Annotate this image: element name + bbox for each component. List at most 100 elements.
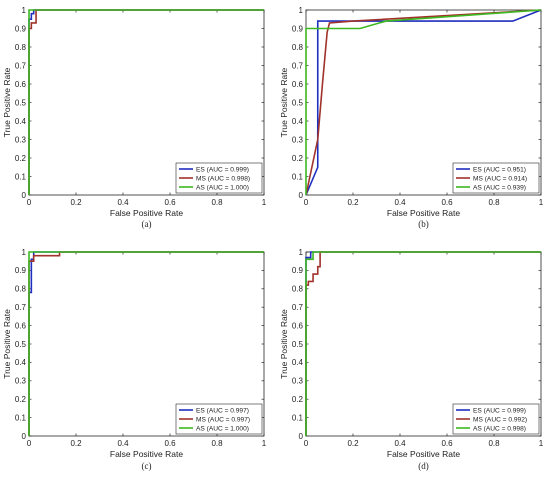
y-tick-label: 0.6 bbox=[292, 80, 304, 89]
x-tick-label: 0.8 bbox=[211, 198, 223, 207]
y-axis-label: True Positive Rate bbox=[279, 67, 289, 137]
y-tick-label: 0.3 bbox=[15, 135, 27, 144]
legend-entry: AS (AUC = 1.000) bbox=[196, 425, 249, 432]
y-tick-label: 0.9 bbox=[15, 266, 27, 275]
legend-entry: MS (AUC = 0.992) bbox=[473, 416, 527, 423]
y-tick-label: 0.8 bbox=[15, 285, 27, 294]
y-tick-label: 0.1 bbox=[292, 413, 304, 422]
legend-entry: AS (AUC = 1.000) bbox=[196, 184, 249, 191]
roc-curve-as bbox=[305, 9, 542, 195]
y-tick-label: 0.9 bbox=[292, 266, 304, 275]
y-tick-label: 0.1 bbox=[15, 413, 27, 422]
x-tick-label: 1 bbox=[539, 198, 544, 207]
x-tick-label: 0.2 bbox=[347, 198, 359, 207]
x-tick-label: 0.6 bbox=[164, 439, 176, 448]
roc-curve-ms bbox=[305, 9, 542, 196]
y-tick-label: 0.5 bbox=[292, 98, 304, 107]
x-tick-label: 0 bbox=[304, 439, 309, 448]
y-tick-label: 0.3 bbox=[292, 377, 304, 386]
y-tick-label: 0.2 bbox=[15, 395, 27, 404]
x-tick-label: 0.2 bbox=[70, 439, 82, 448]
roc-curve-ms bbox=[305, 251, 541, 436]
y-tick-label: 0.5 bbox=[15, 340, 27, 349]
x-tick-label: 1 bbox=[262, 439, 267, 448]
x-tick-label: 0.4 bbox=[117, 198, 129, 207]
legend-entry: MS (AUC = 0.997) bbox=[196, 416, 250, 423]
x-tick-label: 0 bbox=[27, 198, 32, 207]
y-tick-label: 0.7 bbox=[292, 303, 304, 312]
y-tick-label: 0.4 bbox=[15, 117, 27, 126]
legend-entry: ES (AUC = 0.999) bbox=[473, 407, 526, 414]
y-tick-label: 1 bbox=[22, 6, 27, 15]
y-tick-label: 0.8 bbox=[292, 43, 304, 52]
legend-entry: ES (AUC = 0.999) bbox=[196, 166, 249, 173]
panel-caption: (a) bbox=[142, 219, 152, 229]
legend-entry: ES (AUC = 0.951) bbox=[473, 166, 526, 173]
x-tick-label: 0.6 bbox=[441, 198, 453, 207]
x-tick-label: 0.4 bbox=[394, 439, 406, 448]
y-tick-label: 0.4 bbox=[292, 358, 304, 367]
roc-panel-d: 0 0.1 0.2 0.3 0.4 0.5 0.6 0.7 0.8 0.9 1 0 0.2 0.4 0.6 0… bbox=[279, 248, 544, 471]
y-tick-label: 0.6 bbox=[15, 321, 27, 330]
y-tick-label: 0.7 bbox=[15, 61, 27, 70]
x-tick-label: 0.8 bbox=[488, 439, 500, 448]
x-tick-label: 0.8 bbox=[211, 439, 223, 448]
panel-caption: (c) bbox=[142, 461, 152, 471]
x-tick-label: 1 bbox=[262, 198, 267, 207]
y-tick-label: 0.6 bbox=[15, 80, 27, 89]
y-axis-label: True Positive Rate bbox=[2, 309, 12, 379]
x-tick-label: 1 bbox=[539, 439, 544, 448]
x-axis-label: False Positive Rate bbox=[387, 449, 460, 459]
y-tick-label: 0.5 bbox=[292, 340, 304, 349]
legend-entry: AS (AUC = 0.998) bbox=[473, 425, 526, 432]
y-tick-label: 0.3 bbox=[15, 377, 27, 386]
y-tick-label: 0.7 bbox=[15, 303, 27, 312]
y-tick-label: 0.2 bbox=[292, 395, 304, 404]
panel-caption: (d) bbox=[418, 461, 429, 471]
x-tick-label: 0 bbox=[304, 198, 309, 207]
y-tick-label: 0.6 bbox=[292, 321, 304, 330]
y-tick-label: 0 bbox=[22, 191, 27, 200]
y-tick-label: 0.5 bbox=[15, 98, 27, 107]
y-tick-label: 0.9 bbox=[292, 24, 304, 33]
legend: ES (AUC = 0.951) MS (AUC = 0.914) AS (AUC … bbox=[452, 162, 540, 194]
roc-panel-a: 0 0.1 0.2 0.3 0.4 0.5 0.6 0.7 0.8 0.9 1 0 0.2 0.4 0.6 0… bbox=[2, 6, 267, 229]
x-axis-label: False Positive Rate bbox=[110, 208, 183, 218]
roc-curve-as bbox=[28, 9, 264, 195]
y-tick-label: 0.4 bbox=[292, 117, 304, 126]
x-tick-label: 0.2 bbox=[347, 439, 359, 448]
x-tick-label: 0 bbox=[27, 439, 32, 448]
x-axis-label: False Positive Rate bbox=[387, 208, 460, 218]
roc-panel-c: 0 0.1 0.2 0.3 0.4 0.5 0.6 0.7 0.8 0.9 1 0 0.2 0.4 0.6 0… bbox=[2, 248, 267, 471]
legend: ES (AUC = 0.999) MS (AUC = 0.992) AS (AUC … bbox=[452, 403, 540, 435]
x-tick-label: 0.4 bbox=[394, 198, 406, 207]
y-tick-label: 0.4 bbox=[15, 358, 27, 367]
roc-curve-es bbox=[305, 9, 542, 196]
y-tick-label: 0.7 bbox=[292, 61, 304, 70]
roc-panel-b: 0 0.1 0.2 0.3 0.4 0.5 0.6 0.7 0.8 0.9 1 0 0.2 0.4 0.6 0… bbox=[279, 6, 544, 229]
legend: ES (AUC = 0.999) MS (AUC = 0.998) AS (AUC … bbox=[175, 162, 263, 194]
legend-entry: ES (AUC = 0.997) bbox=[196, 407, 249, 414]
y-tick-label: 0.1 bbox=[15, 172, 27, 181]
y-tick-label: 0.1 bbox=[292, 172, 304, 181]
legend: ES (AUC = 0.997) MS (AUC = 0.997) AS (AUC … bbox=[175, 403, 263, 435]
y-tick-label: 0.2 bbox=[292, 154, 304, 163]
roc-curve-as bbox=[305, 251, 541, 436]
y-tick-label: 0 bbox=[22, 432, 27, 441]
y-tick-label: 0.9 bbox=[15, 24, 27, 33]
x-tick-label: 0.8 bbox=[488, 198, 500, 207]
x-tick-label: 0.6 bbox=[164, 198, 176, 207]
legend-entry: MS (AUC = 0.914) bbox=[473, 175, 527, 182]
y-tick-label: 0 bbox=[299, 191, 304, 200]
y-tick-label: 1 bbox=[22, 248, 27, 257]
y-tick-label: 0.8 bbox=[292, 285, 304, 294]
y-tick-label: 0.3 bbox=[292, 135, 304, 144]
y-tick-label: 1 bbox=[299, 6, 304, 15]
x-tick-label: 0.4 bbox=[117, 439, 129, 448]
y-tick-label: 0.8 bbox=[15, 43, 27, 52]
x-tick-label: 0.6 bbox=[441, 439, 453, 448]
roc-curve-as bbox=[28, 251, 264, 436]
legend-entry: AS (AUC = 0.939) bbox=[473, 184, 526, 191]
y-axis-label: True Positive Rate bbox=[279, 309, 289, 379]
